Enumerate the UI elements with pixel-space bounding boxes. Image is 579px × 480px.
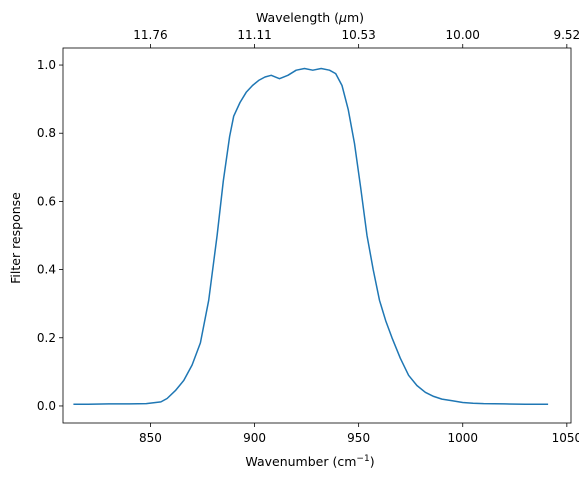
top-tick-label: 11.76 [133,28,167,42]
y-tick-label: 0.6 [37,194,56,208]
x-tick-label: 950 [347,431,370,445]
y-tick-label: 0.0 [37,399,56,413]
x-tick-label: 900 [243,431,266,445]
x-tick-label: 1050 [552,431,579,445]
x-tick-label: 850 [139,431,162,445]
plot-area [73,67,549,406]
top-axis-label: Wavelength (μm) [256,10,364,25]
plot-frame [62,47,572,424]
y-axis-label: Filter response [8,192,23,284]
series-line-filter-response [73,67,549,406]
x-axis-label: Wavenumber (cm−1) [245,454,374,469]
top-tick-label: 10.53 [341,28,375,42]
y-tick-label: 0.8 [37,126,56,140]
axes: 850 900 950 1000 1050 0.0 0.2 0.4 0.6 0.8 1.0 11.76… [37,28,579,445]
top-tick-label: 9.52 [553,28,579,42]
x-tick-label: 1000 [447,431,478,445]
y-tick-label: 0.2 [37,331,56,345]
top-tick-label: 10.00 [446,28,480,42]
y-tick-label: 0.4 [37,263,56,277]
top-tick-label: 11.11 [237,28,271,42]
y-tick-label: 1.0 [37,58,56,72]
